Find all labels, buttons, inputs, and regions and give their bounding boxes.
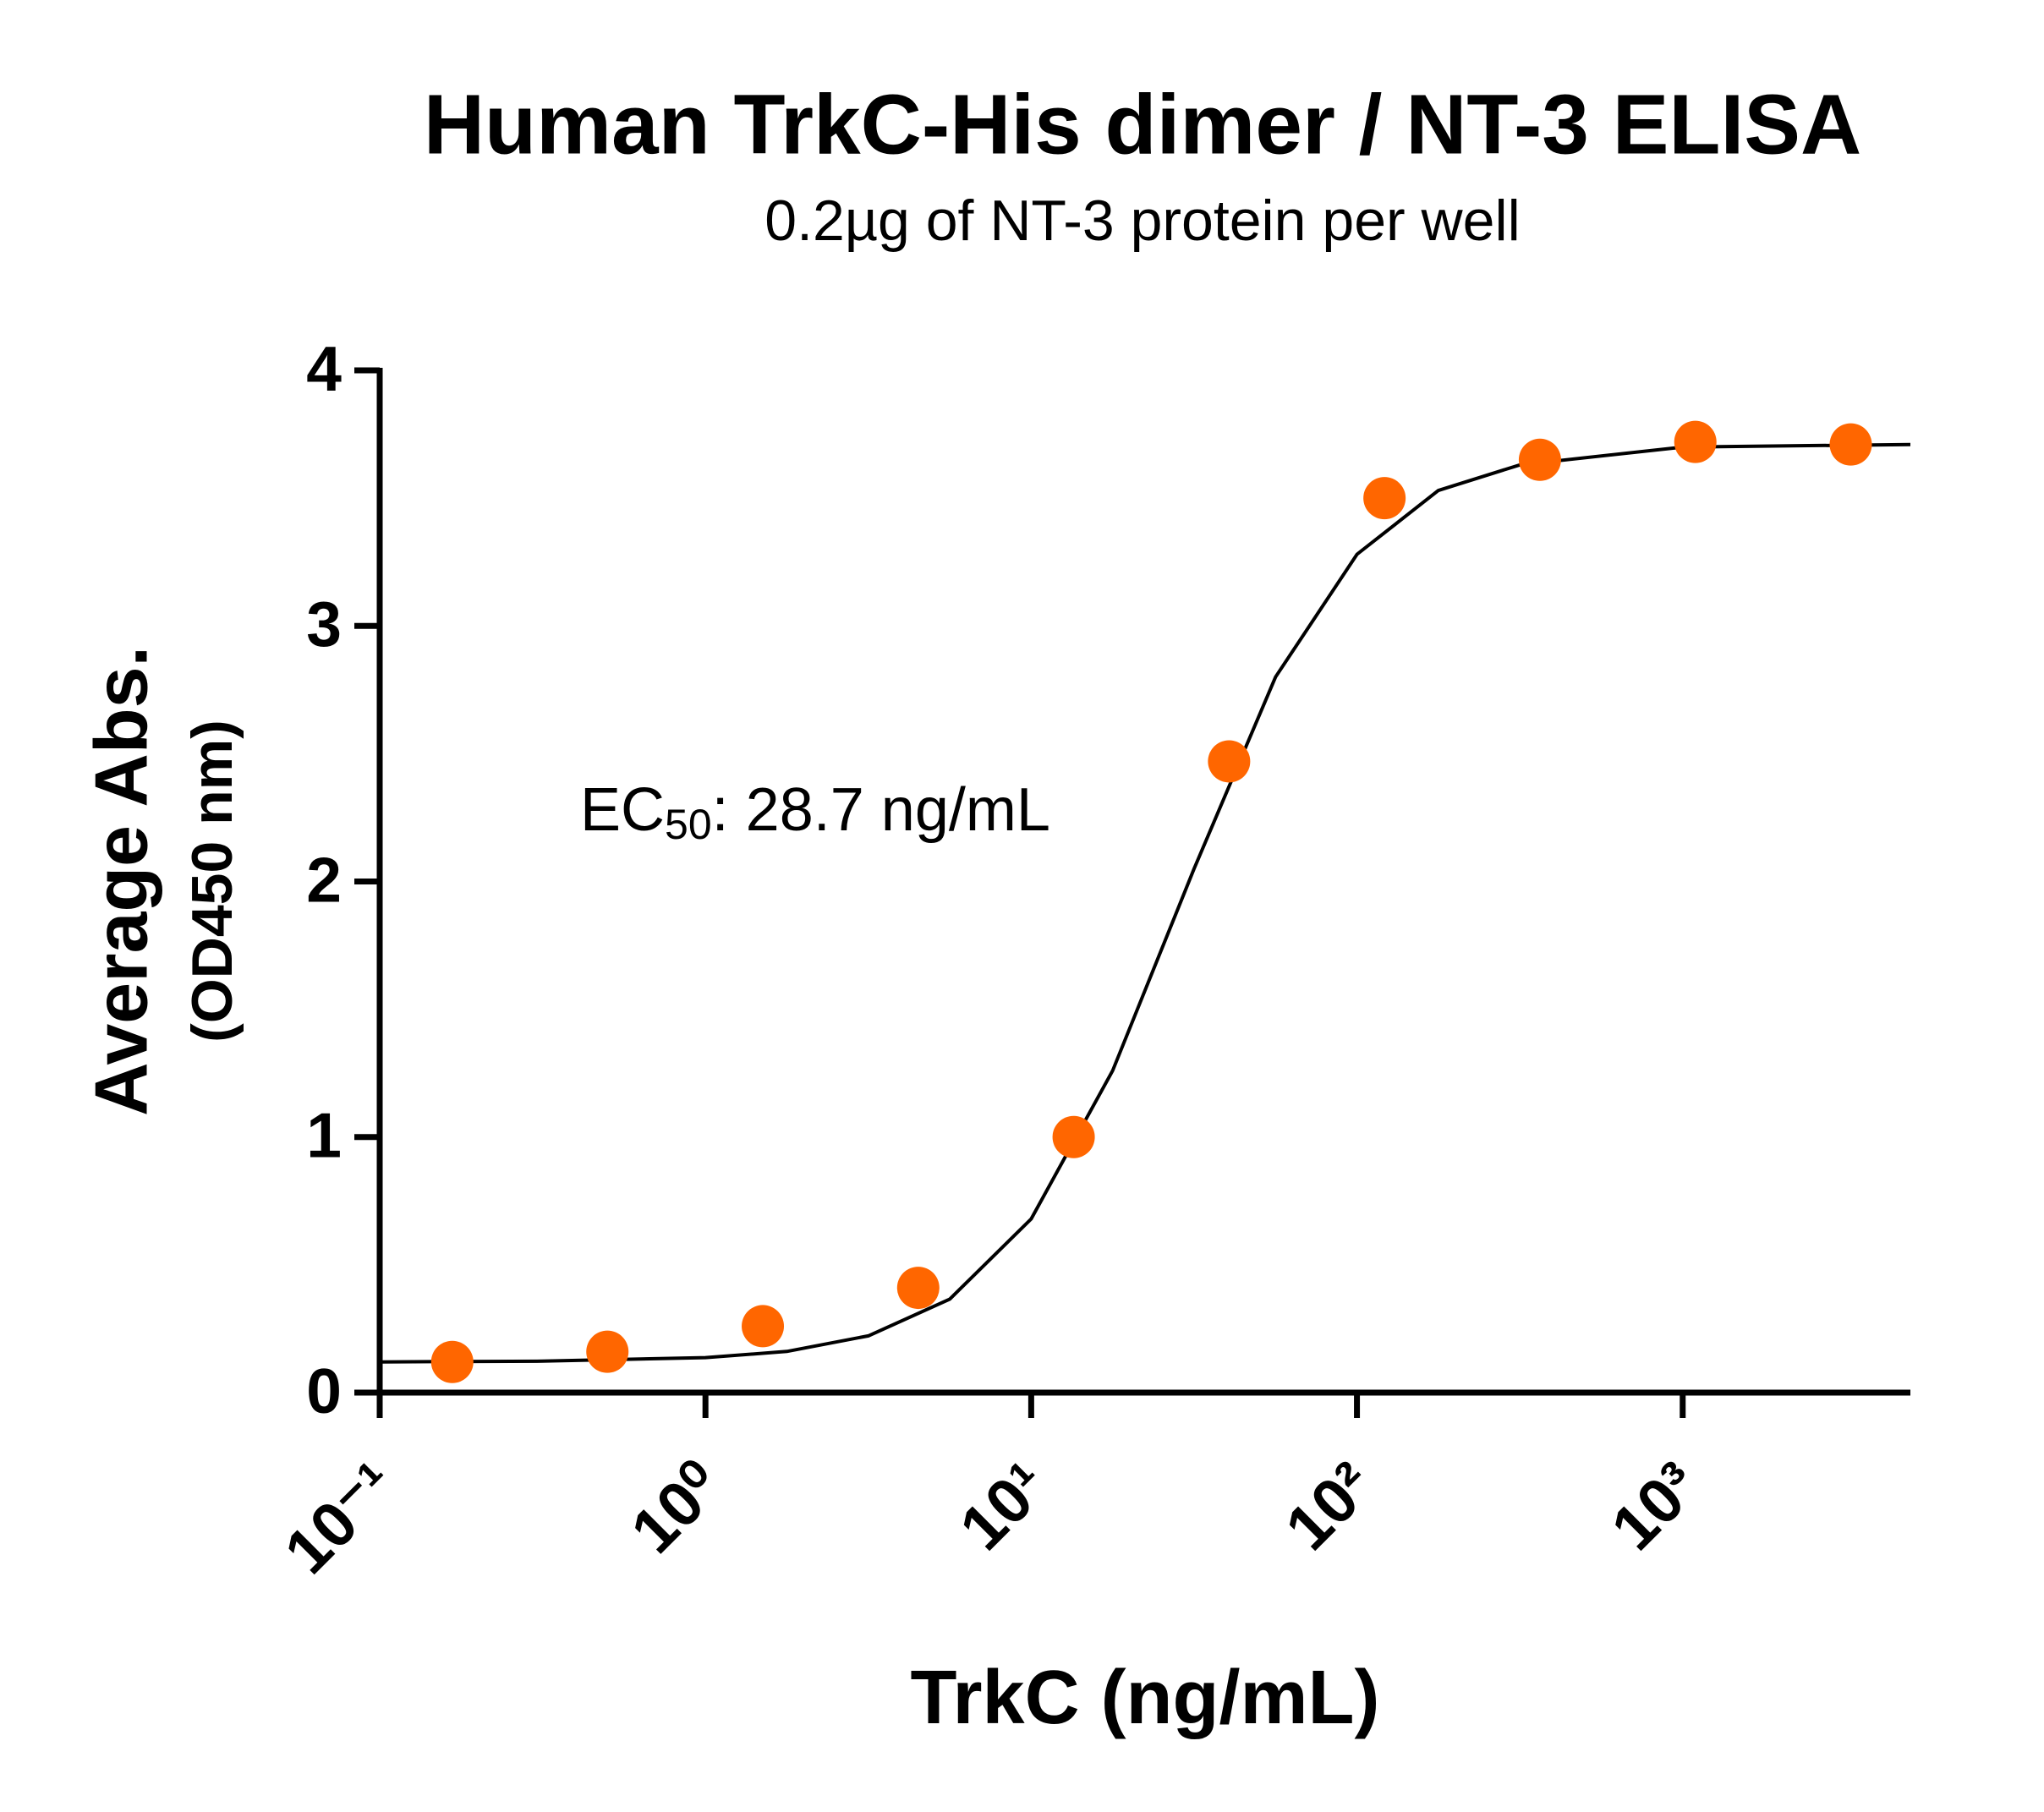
y-tick-label: 1 [306,1100,342,1171]
data-point [586,1330,629,1373]
data-point [1052,1115,1095,1158]
x-axis-label: TrkC (ng/mL) [911,1656,1380,1740]
x-tick-label: 10³ [1597,1448,1712,1563]
x-tick-label: 10¹ [946,1448,1061,1563]
data-point [1674,420,1717,463]
fit-curve [379,442,1911,1364]
chart-title: Human TrkC-His dimer / NT-3 ELISA [424,77,1861,172]
x-tick-label: 10⁻¹ [271,1448,409,1587]
data-point [430,1340,474,1383]
y-axis-label: Average Abs. [79,646,162,1116]
annotation-text: EC [580,776,665,844]
y-tick-label: 2 [306,844,342,915]
annotation-suffix: : 28.7 ng/mL [712,776,1050,844]
x-tick-label: 10⁰ [617,1448,736,1567]
annotation-subscript: 50 [665,801,712,848]
data-point [1363,477,1406,520]
y-tick-label: 3 [306,588,342,660]
x-tick-label: 10² [1272,1448,1387,1563]
data-point [1518,438,1561,481]
y-tick-label: 0 [306,1355,342,1426]
data-point [896,1267,940,1310]
data-point [1208,740,1251,783]
annotation: EC50: 28.7 ng/mL [580,776,1050,848]
y-axis-label: (OD450 nm) [180,720,244,1043]
y-tick-label: 4 [306,333,342,404]
data-point [742,1305,785,1348]
chart-subtitle: 0.2µg of NT-3 protein per well [764,189,1520,253]
data-point [1829,423,1872,466]
